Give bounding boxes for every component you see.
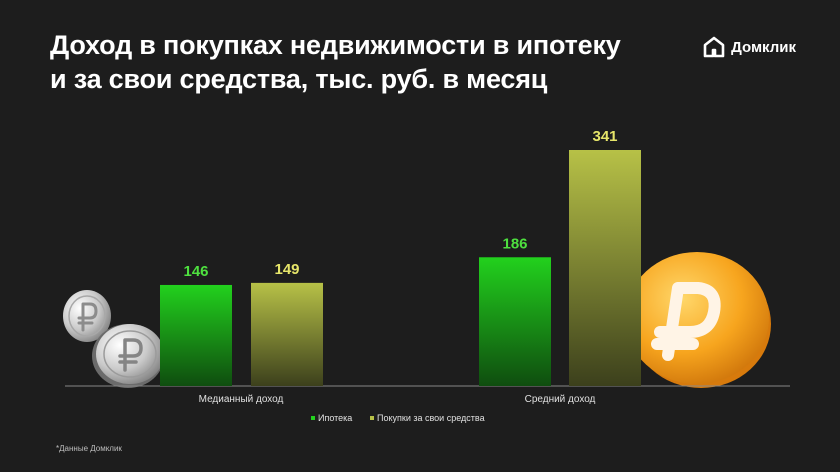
data-label: 186: [502, 235, 527, 252]
chart-title-line-1: Доход в покупках недвижимости в ипотеку: [50, 30, 621, 60]
legend-swatch-own-funds: [370, 416, 374, 420]
legend-label: Ипотека: [318, 413, 352, 423]
brand-logo: Домклик: [703, 36, 796, 58]
bar-own-funds-average: [569, 150, 641, 386]
chart-title-line-2: и за свои средства, тыс. руб. в месяц: [50, 64, 548, 94]
data-label: 341: [592, 128, 617, 145]
domclick-logo-icon: [703, 36, 725, 58]
data-label: 146: [183, 263, 208, 280]
bar-ipoteka-median: [160, 284, 232, 386]
footnote: *Данные Домклик: [56, 444, 122, 453]
brand-name: Домклик: [731, 38, 796, 56]
bar-own-funds-median: [251, 282, 323, 386]
silver-ruble-coin-icon: [92, 324, 164, 388]
chart-title: Доход в покупках недвижимости в ипотеку …: [50, 28, 621, 96]
category-label: Медианный доход: [199, 394, 284, 405]
silver-ruble-coin-icon: [63, 290, 111, 342]
legend-label: Покупки за свои средства: [377, 413, 485, 423]
category-label: Средний доход: [525, 394, 596, 405]
data-label: 149: [274, 261, 299, 278]
gold-ruble-coin-icon: [625, 252, 771, 388]
legend-swatch-ipoteka: [311, 416, 315, 420]
legend: Ипотека Покупки за свои средства: [311, 413, 485, 423]
bar-ipoteka-average: [479, 257, 551, 386]
